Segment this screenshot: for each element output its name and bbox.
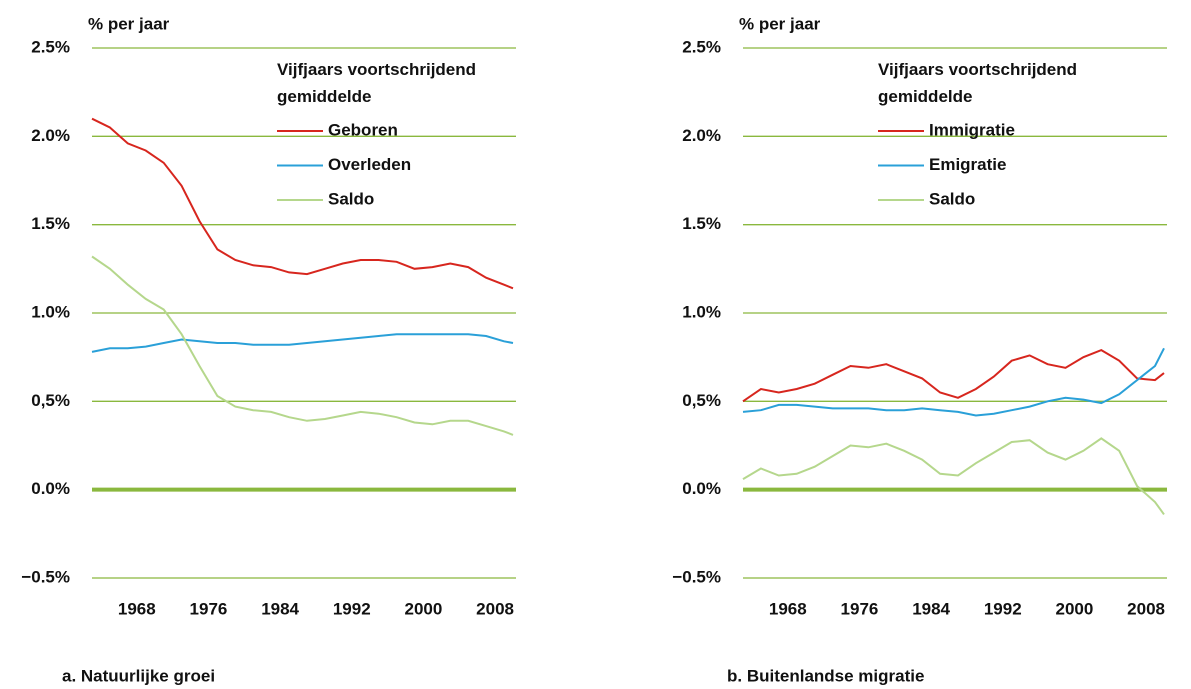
line-series — [742, 437, 1165, 515]
x-tick-label: 1976 — [190, 599, 228, 618]
chart-title: b. Buitenlandse migratie — [727, 666, 924, 685]
y-tick-label: −0.5% — [672, 567, 721, 586]
y-tick-label: 1.0% — [682, 302, 721, 321]
x-tick-label: 2008 — [476, 599, 514, 618]
y-tick-label: 0,5% — [682, 391, 721, 410]
y-tick-label: 1.5% — [682, 214, 721, 233]
line-series — [91, 117, 514, 290]
x-tick-label: 2000 — [1056, 599, 1094, 618]
legend-label: Saldo — [328, 189, 374, 208]
x-tick-label: 1976 — [841, 599, 879, 618]
x-tick-label: 1992 — [984, 599, 1022, 618]
line-series — [91, 333, 514, 353]
y-tick-label: 1.5% — [31, 214, 70, 233]
x-tick-label: 1984 — [912, 599, 950, 618]
legend-label: Emigratie — [929, 155, 1006, 174]
y-tick-label: 0.0% — [31, 479, 70, 498]
line-series — [742, 347, 1165, 417]
legend-title: Vijfjaars voortschrijdend gemiddelde — [277, 60, 477, 106]
y-tick-label: 2.0% — [31, 126, 70, 145]
y-tick-label: 2.5% — [682, 37, 721, 56]
x-tick-label: 1968 — [769, 599, 807, 618]
y-tick-label: 2.0% — [682, 126, 721, 145]
legend-label: Saldo — [929, 189, 975, 208]
chart-title: a. Natuurlijke groei — [62, 666, 215, 685]
legend-label: Overleden — [328, 155, 411, 174]
x-tick-label: 2000 — [405, 599, 443, 618]
line-series — [742, 348, 1165, 403]
x-tick-label: 2008 — [1127, 599, 1165, 618]
legend-label: Geboren — [328, 120, 398, 139]
legend-label: Immigratie — [929, 120, 1015, 139]
y-axis-label: % per jaar — [88, 14, 170, 33]
line-series — [91, 255, 514, 436]
y-tick-label: 2.5% — [31, 37, 70, 56]
y-tick-label: 1.0% — [31, 302, 70, 321]
y-tick-label: 0,5% — [31, 391, 70, 410]
y-tick-label: 0.0% — [682, 479, 721, 498]
x-tick-label: 1992 — [333, 599, 371, 618]
y-axis-label: % per jaar — [739, 14, 821, 33]
y-tick-label: −0.5% — [21, 567, 70, 586]
x-tick-label: 1984 — [261, 599, 299, 618]
x-tick-label: 1968 — [118, 599, 156, 618]
legend-title: Vijfjaars voortschrijdend gemiddelde — [878, 60, 1078, 106]
